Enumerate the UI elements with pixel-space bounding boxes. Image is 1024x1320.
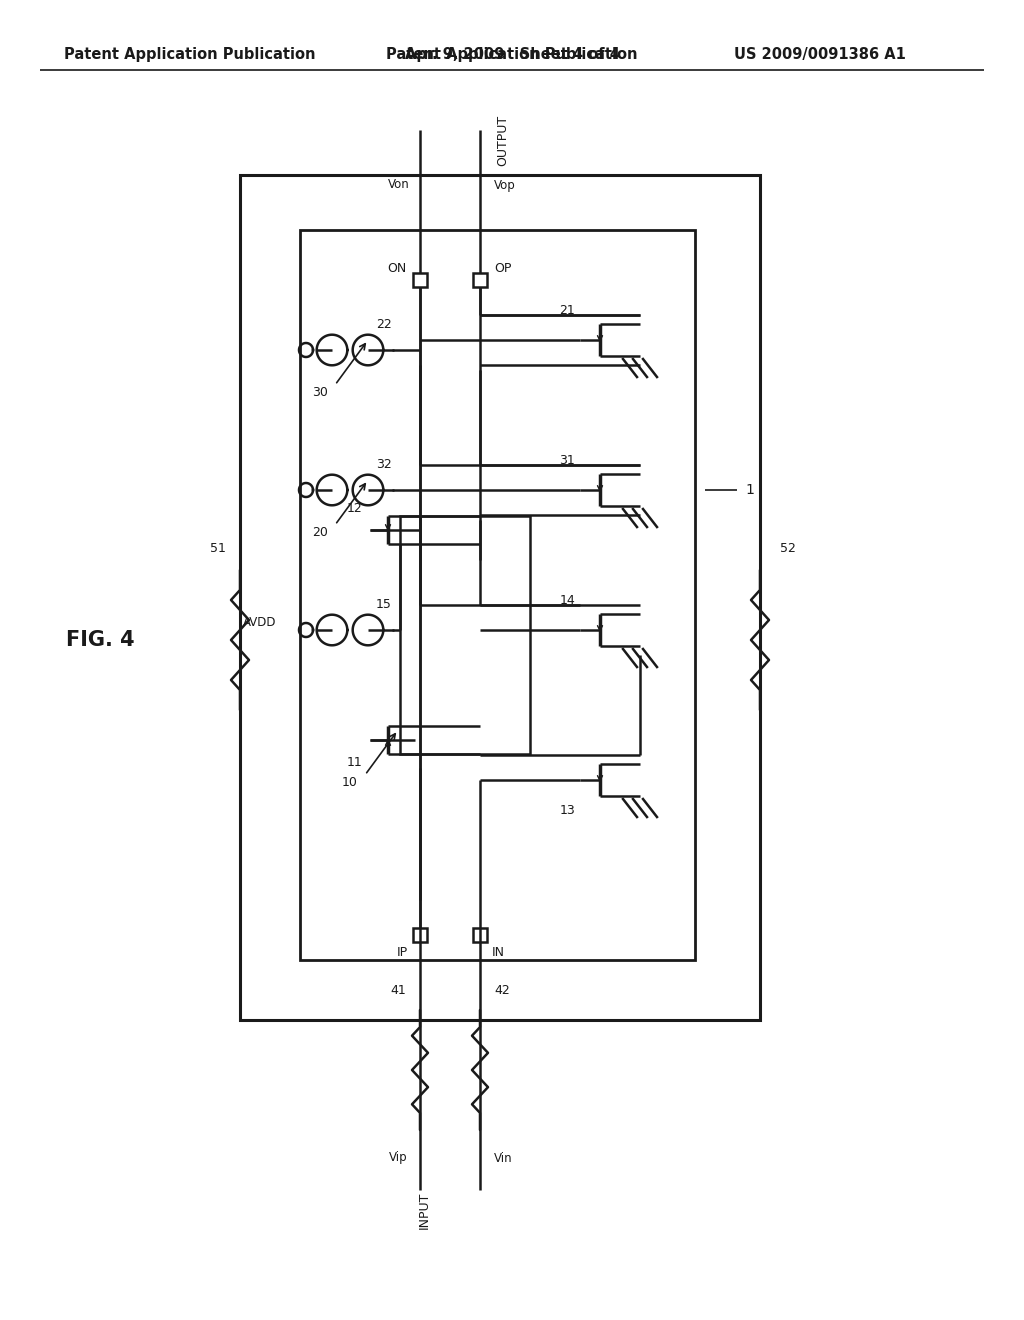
- Text: Vin: Vin: [494, 1151, 513, 1164]
- Text: 12: 12: [346, 502, 362, 515]
- Text: 11: 11: [346, 755, 362, 768]
- Text: INPUT: INPUT: [418, 1192, 431, 1229]
- Text: 21: 21: [559, 304, 575, 317]
- Text: OP: OP: [494, 261, 511, 275]
- Bar: [473, 273, 487, 286]
- Text: 15: 15: [376, 598, 392, 610]
- Text: Von: Von: [388, 178, 410, 191]
- Text: FIG. 4: FIG. 4: [66, 630, 134, 649]
- Text: IN: IN: [492, 946, 505, 960]
- Bar: [473, 928, 487, 942]
- Text: Vop: Vop: [494, 178, 516, 191]
- Text: 13: 13: [559, 804, 575, 817]
- Text: US 2009/0091386 A1: US 2009/0091386 A1: [734, 48, 906, 62]
- Bar: [413, 928, 427, 942]
- Text: 14: 14: [559, 594, 575, 606]
- Text: 10: 10: [342, 776, 358, 788]
- Text: 42: 42: [495, 983, 510, 997]
- Text: Patent Application Publication: Patent Application Publication: [65, 48, 315, 62]
- Bar: [240, 176, 760, 1020]
- Text: 1: 1: [745, 483, 755, 498]
- Text: OUTPUT: OUTPUT: [496, 115, 509, 165]
- Text: AVDD: AVDD: [243, 615, 276, 628]
- Text: 30: 30: [312, 385, 328, 399]
- Bar: [400, 516, 530, 754]
- Bar: [300, 230, 695, 960]
- Text: Apr. 9, 2009   Sheet 4 of 4: Apr. 9, 2009 Sheet 4 of 4: [404, 48, 620, 62]
- Text: 32: 32: [376, 458, 392, 470]
- Text: 41: 41: [390, 983, 406, 997]
- Text: ON: ON: [387, 261, 406, 275]
- Text: IP: IP: [397, 946, 408, 960]
- Text: 51: 51: [210, 541, 226, 554]
- Text: 52: 52: [780, 541, 796, 554]
- Text: 31: 31: [559, 454, 575, 466]
- Text: Patent Application Publication: Patent Application Publication: [386, 48, 638, 62]
- Text: Vip: Vip: [389, 1151, 408, 1164]
- Text: 20: 20: [312, 525, 328, 539]
- Text: 22: 22: [376, 318, 392, 330]
- Bar: [413, 273, 427, 286]
